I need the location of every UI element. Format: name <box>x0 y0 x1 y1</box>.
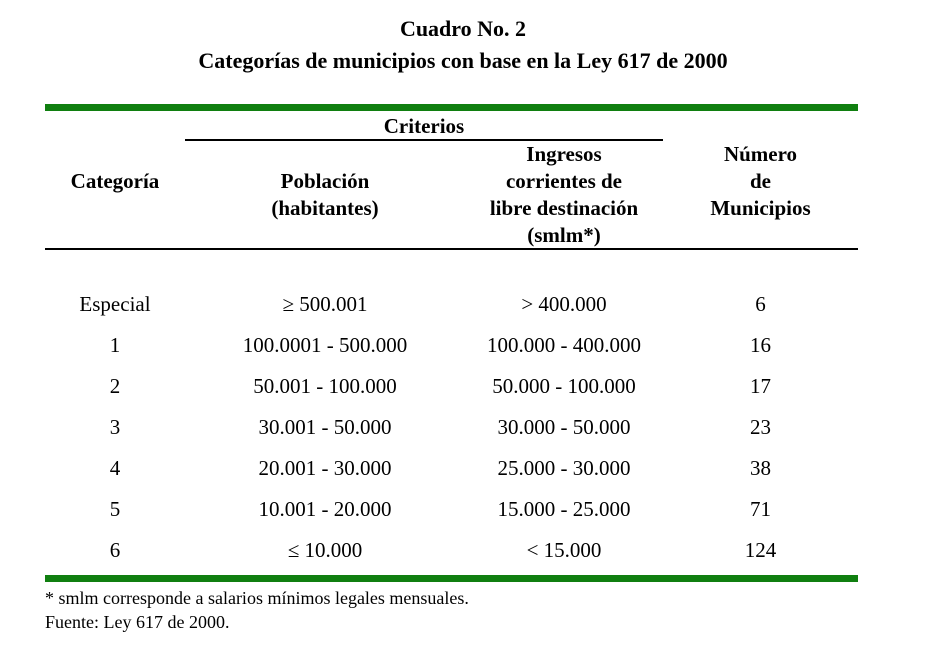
cell-numero: 23 <box>750 415 771 439</box>
cell-poblacion: ≤ 10.000 <box>287 538 363 562</box>
categories-table: Criterios Categoría Población (habitante… <box>45 104 858 634</box>
cell-ingresos: > 400.000 <box>521 292 607 316</box>
cell-poblacion: 100.0001 - 500.000 <box>242 333 408 357</box>
cell-numero: 71 <box>750 497 771 521</box>
table-row: 3 30.001 - 50.000 30.000 - 50.000 23 <box>45 407 858 448</box>
criterios-header-row: Criterios <box>45 114 858 141</box>
table-row: 1 100.0001 - 500.000 100.000 - 400.000 1… <box>45 325 858 366</box>
header-divider-rule <box>45 248 858 250</box>
cell-numero: 124 <box>744 538 777 562</box>
col-header-poblacion: Población (habitantes) <box>271 169 379 220</box>
cell-ingresos: 30.000 - 50.000 <box>497 415 631 439</box>
table-row: 6 ≤ 10.000 < 15.000 124 <box>45 530 858 571</box>
top-green-rule <box>45 104 858 111</box>
cell-categoria: 1 <box>109 333 121 357</box>
criterios-group-header: Criterios <box>185 114 663 141</box>
cell-poblacion: 10.001 - 20.000 <box>258 497 392 521</box>
bottom-green-rule <box>45 575 858 582</box>
cell-poblacion: 50.001 - 100.000 <box>253 374 397 398</box>
cell-categoria: 4 <box>109 456 121 480</box>
cell-ingresos: 25.000 - 30.000 <box>497 456 631 480</box>
footnotes-block: * smlm corresponde a salarios mínimos le… <box>45 582 858 634</box>
cell-categoria: 3 <box>109 415 121 439</box>
col-header-ingresos: Ingresos corrientes de libre destinación… <box>489 142 639 247</box>
table-row: 2 50.001 - 100.000 50.000 - 100.000 17 <box>45 366 858 407</box>
table-row: 5 10.001 - 20.000 15.000 - 25.000 71 <box>45 489 858 530</box>
col-header-categoria: Categoría <box>70 169 160 193</box>
column-header-row: Categoría Población (habitantes) Ingreso… <box>45 141 858 247</box>
col-header-numero: Número de Municipios <box>710 142 811 220</box>
cell-numero: 38 <box>750 456 771 480</box>
cell-categoria: 2 <box>109 374 121 398</box>
cell-ingresos: 50.000 - 100.000 <box>492 374 636 398</box>
cell-categoria: 5 <box>109 497 121 521</box>
page-subtitle: Categorías de municipios con base en la … <box>198 48 728 73</box>
cell-poblacion: 20.001 - 30.000 <box>258 456 392 480</box>
table-row: 4 20.001 - 30.000 25.000 - 30.000 38 <box>45 448 858 489</box>
cell-ingresos: < 15.000 <box>526 538 602 562</box>
table-row: Especial ≥ 500.001 > 400.000 6 <box>45 284 858 325</box>
cell-poblacion: ≥ 500.001 <box>282 292 368 316</box>
footnote-source: Fuente: Ley 617 de 2000. <box>45 612 230 632</box>
cell-numero: 16 <box>750 333 771 357</box>
cell-poblacion: 30.001 - 50.000 <box>258 415 392 439</box>
cell-numero: 17 <box>750 374 771 398</box>
cell-numero: 6 <box>755 292 766 316</box>
cell-ingresos: 15.000 - 25.000 <box>497 497 631 521</box>
page-title: Cuadro No. 2 <box>399 16 527 41</box>
cell-categoria: 6 <box>109 538 121 562</box>
footnote-smlm: * smlm corresponde a salarios mínimos le… <box>45 588 469 608</box>
cell-categoria: Especial <box>79 292 151 316</box>
table-body: Especial ≥ 500.001 > 400.000 6 1 100.000… <box>45 250 858 575</box>
cell-ingresos: 100.000 - 400.000 <box>487 333 641 357</box>
title-block: Cuadro No. 2 Categorías de municipios co… <box>0 0 926 74</box>
